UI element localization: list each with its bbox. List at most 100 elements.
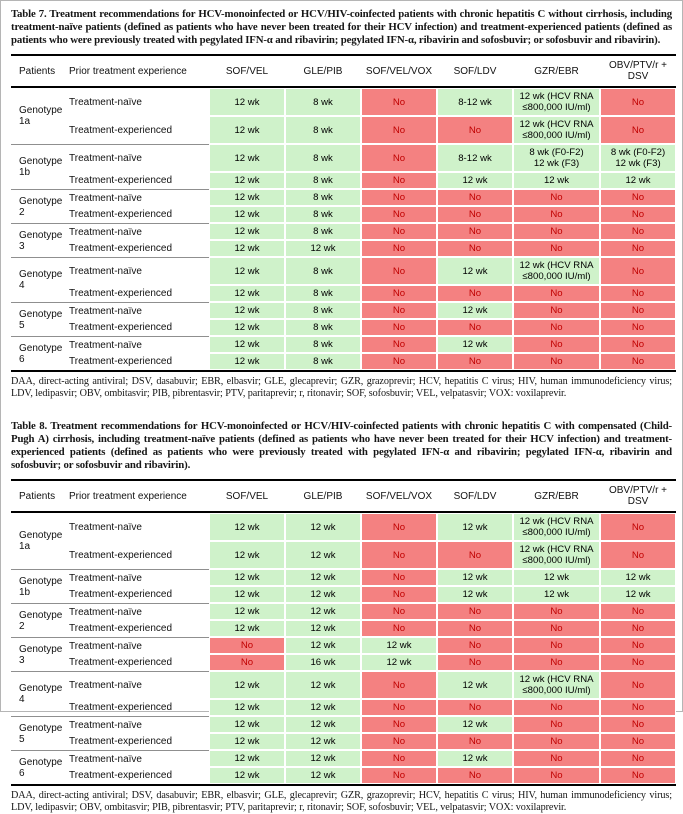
recommendation-cell-recommended: 12 wk <box>209 513 285 541</box>
genotype-label: Genotype 2 <box>11 603 67 637</box>
experience-label: Treatment-naïve <box>67 223 209 240</box>
recommendation-cell-not-recommended: No <box>600 699 676 716</box>
table-row: Treatment-experienced No 16 wk 12 wk No No No <box>11 654 676 671</box>
recommendation-cell-recommended: 12 wk <box>437 257 513 285</box>
table-row: Treatment-experienced 12 wk 12 wk No No No No <box>11 767 676 784</box>
recommendation-cell-recommended: 8 wk (F0-F2) 12 wk (F3) <box>600 144 676 172</box>
recommendation-cell-recommended: 12 wk <box>285 240 361 257</box>
experience-label: Treatment-naïve <box>67 603 209 620</box>
recommendation-cell-recommended: 8 wk <box>285 88 361 116</box>
column-header: GLE/PIB <box>285 56 361 88</box>
experience-label: Treatment-experienced <box>69 288 173 299</box>
recommendation-cell-recommended: 12 wk <box>209 257 285 285</box>
genotype-label: Genotype 6 <box>11 750 67 784</box>
recommendation-cell-recommended: 12 wk <box>209 116 285 144</box>
recommendation-cell-not-recommended: No <box>437 603 513 620</box>
recommendation-cell-recommended: 12 wk <box>437 716 513 733</box>
table-row: Genotype 5 Treatment-naïve 12 wk 8 wk No 12 w… <box>11 302 676 331</box>
recommendation-cell-recommended: 12 wk <box>285 750 361 767</box>
genotype-label: Genotype 2 <box>11 189 67 223</box>
recommendation-cell-recommended: 12 wk <box>285 569 361 586</box>
table-row: Treatment-experienced 12 wk 8 wk No No No No <box>11 285 676 302</box>
recommendation-cell-recommended: 12 wk <box>209 240 285 257</box>
recommendation-cell-recommended: 12 wk <box>600 586 676 603</box>
recommendation-cell-not-recommended: No <box>513 302 600 319</box>
recommendation-cell-recommended: 8 wk <box>285 285 361 302</box>
table-7-treatment-recommendations: Patients Prior treatment experience SOF/VE… <box>11 54 676 372</box>
recommendation-cell-not-recommended: No <box>513 699 600 716</box>
recommendation-cell-not-recommended: No <box>361 189 437 206</box>
recommendation-cell-not-recommended: No <box>437 699 513 716</box>
recommendation-cell-recommended: 8 wk <box>285 189 361 206</box>
recommendation-cell-recommended: 12 wk (HCV RNA ≤800,000 IU/ml) <box>513 88 600 116</box>
recommendation-cell-recommended: 12 wk <box>437 513 513 541</box>
recommendation-cell-recommended: 12 wk <box>285 513 361 541</box>
recommendation-cell-recommended: 8 wk <box>285 302 361 319</box>
recommendation-cell-recommended: 8 wk <box>285 223 361 240</box>
column-header: OBV/PTV/r + DSV <box>600 56 676 88</box>
recommendation-cell-not-recommended: No <box>361 336 437 353</box>
recommendation-cell-not-recommended: No <box>361 750 437 767</box>
recommendation-cell-not-recommended: No <box>513 189 600 206</box>
recommendation-cell-not-recommended: No <box>600 603 676 620</box>
experience-label: Treatment-experienced <box>69 124 173 136</box>
recommendation-cell-recommended: 12 wk <box>209 319 285 336</box>
table-row: Genotype 1b Treatment-naïve 12 wk 8 wk No 8-1… <box>11 144 676 178</box>
table-row: Treatment-experienced 12 wk 8 wk No No 12 wk … <box>11 116 676 144</box>
recommendation-cell-recommended: 12 wk <box>209 699 285 716</box>
recommendation-cell-not-recommended: No <box>361 620 437 637</box>
recommendation-cell-not-recommended: No <box>209 637 285 654</box>
recommendation-cell-not-recommended: No <box>361 257 437 285</box>
recommendation-cell-not-recommended: No <box>600 206 676 223</box>
recommendation-cell-recommended: 12 wk <box>285 620 361 637</box>
column-header: GZR/EBR <box>513 56 600 88</box>
column-header: Patients <box>11 56 67 88</box>
recommendation-cell-not-recommended: No <box>513 353 600 370</box>
recommendation-cell-recommended: 12 wk <box>209 172 285 189</box>
column-header: SOF/VEL <box>209 56 285 88</box>
recommendation-cell-not-recommended: No <box>361 223 437 240</box>
recommendation-cell-recommended: 12 wk <box>285 603 361 620</box>
recommendation-cell-not-recommended: No <box>437 733 513 750</box>
table-row: Treatment-experienced 12 wk 12 wk No No No No <box>11 240 676 257</box>
recommendation-cell-recommended: 8 wk <box>285 206 361 223</box>
recommendation-cell-not-recommended: No <box>361 116 437 144</box>
experience-label: Treatment-naïve <box>67 637 209 654</box>
table-row: Genotype 5 Treatment-naïve 12 wk 12 wk No 12 … <box>11 716 676 745</box>
recommendation-cell-not-recommended: No <box>361 767 437 784</box>
experience-label: Treatment-naïve <box>67 257 209 285</box>
recommendation-cell-recommended: 12 wk <box>209 767 285 784</box>
column-header: SOF/VEL/VOX <box>361 481 437 513</box>
recommendation-cell-recommended: 8-12 wk <box>437 144 513 172</box>
genotype-label: Genotype 3 <box>11 637 67 671</box>
recommendation-cell-not-recommended: No <box>513 603 600 620</box>
recommendation-cell-not-recommended: No <box>437 637 513 654</box>
recommendation-cell-recommended: 12 wk <box>437 569 513 586</box>
table-row: Treatment-experienced 12 wk 12 wk No 12 wk 12… <box>11 586 676 603</box>
table-row: Genotype 4 Treatment-naïve 12 wk 8 wk No 12 w… <box>11 257 676 291</box>
table-row: Genotype 1a Treatment-naïve 12 wk 8 wk No 8-1… <box>11 88 676 127</box>
recommendation-cell-recommended: 12 wk <box>285 541 361 569</box>
recommendation-cell-not-recommended: No <box>513 654 600 671</box>
recommendation-cell-not-recommended: No <box>600 733 676 750</box>
table-row: Treatment-experienced 12 wk 8 wk No No No No <box>11 353 676 370</box>
table-row: Treatment-experienced 12 wk 8 wk No No No No <box>11 206 676 223</box>
recommendation-cell-recommended: 12 wk (HCV RNA ≤800,000 IU/ml) <box>513 116 600 144</box>
recommendation-cell-recommended: 8 wk <box>285 319 361 336</box>
table-8-footnote: DAA, direct-acting antiviral; DSV, dasab… <box>11 790 672 813</box>
table-8-caption: Table 8. Treatment recommendations for H… <box>11 420 672 471</box>
genotype-label: Genotype 1b <box>11 144 67 189</box>
recommendation-cell-not-recommended: No <box>361 671 437 699</box>
recommendation-cell-not-recommended: No <box>513 750 600 767</box>
experience-label: Treatment-experienced <box>69 623 173 634</box>
recommendation-cell-recommended: 12 wk <box>437 586 513 603</box>
recommendation-cell-recommended: 12 wk <box>285 716 361 733</box>
column-header: GLE/PIB <box>285 481 361 513</box>
table-8-treatment-recommendations: Patients Prior treatment experience SOF/VE… <box>11 479 676 786</box>
table-row: Genotype 1b Treatment-naïve 12 wk 12 wk No 12… <box>11 569 676 598</box>
recommendation-cell-recommended: 12 wk <box>209 285 285 302</box>
column-header: Prior treatment experience <box>67 56 209 88</box>
experience-label: Treatment-naïve <box>67 144 209 172</box>
recommendation-cell-not-recommended: No <box>600 750 676 767</box>
recommendation-cell-not-recommended: No <box>361 353 437 370</box>
